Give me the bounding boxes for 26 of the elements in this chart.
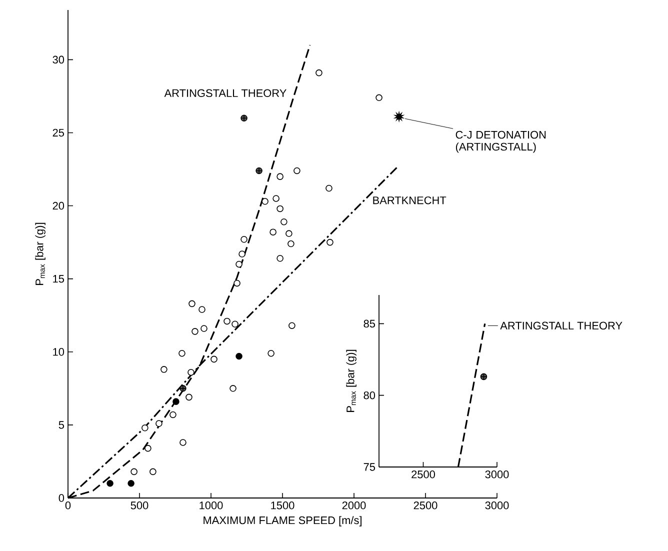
text: C-J DETONATION (ARTINGSTALL) — [456, 130, 546, 153]
series-label: BARTKNECHT — [373, 196, 446, 204]
series-label: ARTINGSTALL THEORY — [164, 89, 286, 97]
x-tick-label: 2500 — [414, 502, 438, 510]
y-tick-label: 5 — [58, 421, 64, 429]
y-tick-label: 75 — [364, 463, 376, 471]
y-tick-label: 15 — [53, 275, 64, 283]
x-tick-label: 2000 — [342, 502, 366, 510]
y-tick-label: 0 — [58, 494, 64, 502]
y-tick-label: 85 — [364, 320, 376, 328]
x-tick-label: 0 — [65, 502, 71, 510]
x-tick-label: 1000 — [200, 502, 223, 510]
x-tick-label: 500 — [130, 502, 148, 510]
y-axis-title: P$_{max}$ [bar (g)] — [35, 222, 46, 285]
y-tick-label: 30 — [52, 56, 64, 64]
legend-label: ARTINGSTALL THEORY — [500, 322, 622, 330]
x-tick-label: 3000 — [485, 470, 509, 478]
x-tick-label: 2500 — [412, 470, 435, 478]
y-tick-label: 25 — [52, 128, 64, 137]
y-axis-title: P$_{max}$ [bar (g)] — [346, 350, 356, 412]
x-axis-title: MAXIMUM FLAME SPEED [m/s] — [204, 516, 362, 526]
x-tick-label: 3000 — [485, 502, 509, 510]
x-tick-label: 1500 — [271, 502, 294, 510]
y-tick-label: 80 — [364, 391, 376, 400]
y-tick-label: 20 — [52, 202, 64, 210]
y-tick-label: 10 — [53, 348, 64, 356]
